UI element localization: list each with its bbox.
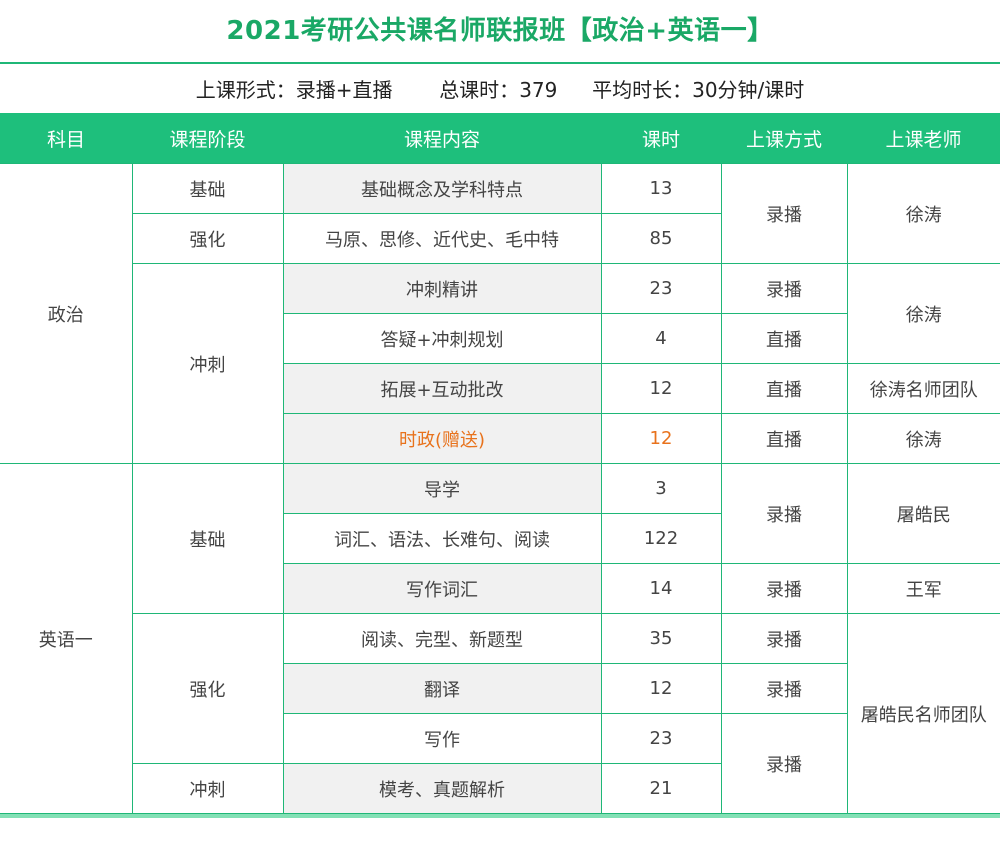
hours-cell: 12 — [600, 363, 722, 414]
hours-cell: 122 — [600, 513, 721, 564]
teacher-cell: 屠皓民名师团队 — [846, 613, 1000, 814]
header-content: 课程内容 — [283, 113, 601, 164]
table-row: 拓展+互动批改 12 直播 徐涛名师团队 — [0, 363, 1000, 414]
hours-cell: 4 — [600, 313, 722, 364]
table-row: 冲刺 冲刺精讲 23 录播 徐涛 — [0, 263, 1000, 464]
title-divider — [0, 62, 1000, 64]
hours-cell: 3 — [600, 463, 722, 514]
total-hours-value: 379 — [519, 78, 558, 102]
mode-cell: 直播 — [720, 313, 847, 364]
mode-cell: 录播 — [720, 263, 848, 314]
teacher-cell: 徐涛 — [846, 263, 1000, 364]
table-row: 翻译 12 录播 — [0, 663, 1000, 714]
stage-cell: 基础 — [131, 463, 284, 614]
header-teacher: 上课老师 — [847, 113, 1000, 164]
table-row: 政治 基础 基础概念及学科特点 13 录播 徐涛 — [0, 163, 1000, 464]
table-row: 写作 23 录播 — [0, 713, 1000, 814]
content-cell-highlight: 时政(赠送) — [283, 413, 602, 464]
hours-cell: 12 — [600, 663, 722, 714]
avg-duration-value: 30分钟/课时 — [692, 78, 805, 102]
hours-cell: 13 — [600, 163, 722, 214]
table-row: 冲刺 模考、真题解析 21 — [0, 763, 1000, 814]
content-cell: 基础概念及学科特点 — [282, 163, 602, 214]
mode-cell: 录播 — [720, 713, 847, 814]
course-table: 科目 课程阶段 课程内容 课时 上课方式 上课老师 政治 基础 基础概念及学科特… — [0, 113, 1000, 814]
table-row: 时政(赠送) 12 直播 徐涛 — [0, 413, 1000, 464]
content-cell: 拓展+互动批改 — [283, 363, 602, 414]
mode-cell: 录播 — [720, 663, 847, 714]
header-stage: 课程阶段 — [132, 113, 283, 164]
content-cell: 马原、思修、近代史、毛中特 — [282, 213, 602, 264]
mode-cell: 录播 — [720, 613, 848, 664]
total-hours-label: 总课时： — [439, 78, 520, 102]
page-title: 2021考研公共课名师联报班【政治+英语一】 — [226, 16, 774, 46]
mode-cell: 直播 — [720, 363, 848, 414]
content-cell: 模考、真题解析 — [282, 763, 602, 814]
mode-cell: 直播 — [720, 413, 848, 464]
stage-cell: 基础 — [131, 163, 284, 214]
teacher-cell: 王军 — [846, 563, 1000, 614]
table-header-row: 科目 课程阶段 课程内容 课时 上课方式 上课老师 — [0, 113, 1000, 164]
course-form-value: 录播+直播 — [295, 78, 393, 102]
mode-cell: 录播 — [720, 163, 848, 264]
table-row: 词汇、语法、长难句、阅读 122 — [0, 513, 1000, 564]
teacher-cell: 屠皓民 — [846, 463, 1000, 564]
hours-cell: 85 — [600, 213, 721, 264]
avg-duration-label: 平均时长： — [592, 78, 693, 102]
header-mode: 上课方式 — [721, 113, 847, 164]
hours-cell: 23 — [600, 263, 722, 314]
table-row: 强化 阅读、完型、新题型 35 录播 屠皓民名师团队 — [0, 613, 1000, 814]
hours-cell-highlight: 12 — [600, 413, 722, 464]
stage-cell: 强化 — [132, 613, 284, 764]
teacher-cell: 徐涛 — [846, 163, 1000, 264]
table-row: 强化 马原、思修、近代史、毛中特 85 — [0, 213, 1000, 264]
stage-cell: 强化 — [132, 213, 284, 264]
content-cell: 阅读、完型、新题型 — [282, 613, 602, 664]
header-hours: 课时 — [601, 113, 721, 164]
content-cell: 写作词汇 — [283, 563, 602, 614]
header-subject: 科目 — [0, 113, 132, 164]
stage-cell: 冲刺 — [132, 763, 284, 814]
hours-cell: 21 — [600, 763, 721, 814]
hours-cell: 14 — [600, 563, 722, 614]
course-form-label: 上课形式： — [195, 78, 296, 102]
subject-cell: 政治 — [0, 163, 133, 464]
teacher-cell: 徐涛名师团队 — [846, 363, 1000, 414]
content-cell: 冲刺精讲 — [282, 263, 602, 314]
content-cell: 答疑+冲刺规划 — [283, 313, 602, 364]
hours-cell: 35 — [600, 613, 722, 664]
mode-cell: 录播 — [720, 463, 848, 564]
content-cell: 写作 — [283, 713, 602, 764]
teacher-cell: 徐涛 — [846, 413, 1000, 464]
stage-cell: 冲刺 — [132, 263, 284, 464]
bottom-divider — [0, 814, 1000, 818]
content-cell: 翻译 — [283, 663, 602, 714]
hours-cell: 23 — [600, 713, 722, 764]
content-cell: 导学 — [282, 463, 602, 514]
mode-cell: 录播 — [720, 563, 848, 614]
table-row: 英语一 基础 导学 3 录播 屠皓民 — [0, 463, 1000, 814]
course-info-bar: 上课形式：录播+直播 总课时：379 平均时长：30分钟/课时 — [0, 64, 1000, 113]
subject-cell: 英语一 — [0, 463, 133, 814]
content-cell: 词汇、语法、长难句、阅读 — [283, 513, 602, 564]
